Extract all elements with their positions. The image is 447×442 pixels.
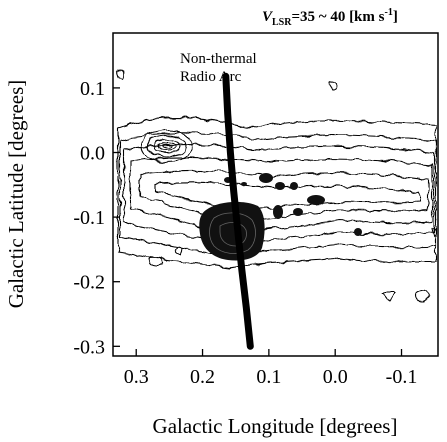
velocity-range-header: VLSR=35 ~ 40 [km s-1]: [262, 7, 398, 28]
radio-arc-curve: [222, 72, 254, 350]
y-tick-label: -0.3: [73, 336, 105, 358]
x-tick-label: -0.1: [386, 366, 418, 388]
contour-small-clumps: [224, 173, 362, 236]
radio-arc-label-line-2: Radio Arc: [180, 69, 242, 85]
contour-bright-clump-center: [199, 201, 265, 261]
x-tick-label: 0.2: [190, 366, 215, 388]
y-tick-label: -0.2: [73, 272, 105, 294]
y-tick-label: -0.1: [73, 207, 105, 229]
contour-main-emission-band: [117, 117, 437, 269]
contour-compact-source-upper-left: [140, 129, 194, 163]
y-tick-label: 0.1: [80, 78, 105, 100]
contour-layer: [116, 68, 437, 350]
x-tick-label: 0.3: [124, 366, 149, 388]
x-axis: 0.3 0.2 0.1 0.0 -0.1: [124, 349, 418, 388]
x-tick-label: 0.1: [256, 366, 281, 388]
x-axis-title: Galactic Longitude [degrees]: [153, 414, 398, 438]
y-tick-label: 0.0: [80, 143, 105, 165]
radio-arc-label: Non-thermal Radio Arc: [180, 51, 260, 85]
y-axis-title: Galactic Latitude [degrees]: [4, 80, 28, 309]
plot-frame: [112, 32, 439, 357]
contour-outliers: [116, 68, 437, 303]
radio-arc-label-line-1: Non-thermal: [180, 51, 257, 67]
y-axis: 0.1 0.0 -0.1 -0.2 -0.3: [73, 78, 120, 358]
x-tick-label: 0.0: [323, 366, 348, 388]
